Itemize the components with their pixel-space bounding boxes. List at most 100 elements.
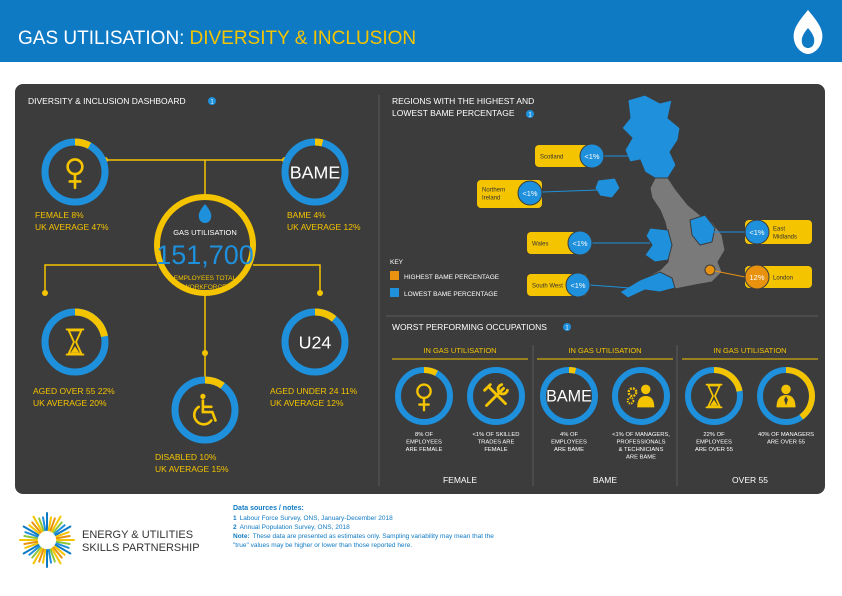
icon-part	[784, 396, 788, 406]
callout-badge	[517, 180, 543, 206]
title-main: GAS UTILISATION:	[18, 28, 184, 49]
icon-part	[626, 396, 635, 405]
callout-value: <1%	[522, 189, 538, 198]
callout-value: <1%	[749, 228, 765, 237]
icon-female	[66, 158, 84, 190]
logo-ray	[22, 525, 40, 536]
callout-region: Northern	[482, 188, 505, 194]
group-heading: IN GAS UTILISATION	[423, 346, 496, 355]
icon-manager	[776, 384, 796, 408]
note-number: 1	[565, 326, 569, 332]
item-caption: EMPLOYEES	[696, 440, 732, 446]
logo-ray	[51, 547, 62, 565]
callout-badge	[565, 272, 591, 298]
ring-bg	[175, 380, 235, 440]
map-leaders	[541, 155, 746, 289]
callout-badge	[567, 230, 593, 256]
callout-region: Wales	[532, 242, 548, 248]
item-caption: ARE FEMALE	[406, 447, 443, 453]
key-swatch	[390, 271, 399, 280]
item-caption: ARE OVER 55	[767, 440, 805, 446]
icon-part	[65, 328, 85, 356]
ring-value	[314, 138, 324, 147]
callout-region: Ireland	[482, 196, 500, 202]
ring-value	[568, 367, 577, 374]
item-caption: <1% OF SKILLED	[473, 432, 520, 438]
logo-ray	[53, 524, 66, 535]
icon-text: BAME	[546, 388, 592, 406]
logo-ray	[23, 540, 39, 545]
logo-ray	[49, 548, 56, 563]
ring-value	[423, 367, 438, 376]
group-label: BAME	[593, 475, 617, 485]
callout-region: South West	[532, 284, 563, 290]
section-title: LOWEST BAME PERCENTAGE	[392, 108, 515, 118]
logo-ray	[23, 535, 39, 540]
icon-part	[781, 384, 791, 395]
icon-female	[416, 383, 432, 412]
note-label: Note:	[233, 533, 250, 540]
logo-ray	[38, 548, 45, 563]
callout-value: 12%	[749, 273, 764, 282]
logo-ray	[54, 544, 72, 555]
section-title: WORST PERFORMING OCCUPATIONS	[392, 322, 547, 332]
note-line: Note: These data are presented as estimat…	[233, 533, 494, 540]
logo-ray	[24, 542, 39, 549]
icon-text: BAME	[290, 162, 341, 182]
source-line: 1 Labour Force Survey, ONS, January-Decem…	[233, 515, 393, 522]
logo-ray	[55, 542, 70, 549]
source-number: 2	[233, 524, 237, 531]
icon-part	[192, 399, 217, 426]
total-ring	[154, 194, 256, 296]
section-title: REGIONS WITH THE HIGHEST AND	[392, 96, 534, 106]
logo-ray	[28, 545, 41, 556]
icon-text: BAME	[290, 162, 341, 182]
logo-ray	[42, 548, 47, 564]
item-caption: ARE OVER 55	[695, 447, 733, 453]
logo-ray	[51, 515, 62, 533]
ring-value	[74, 308, 108, 338]
title-accent: DIVERSITY & INCLUSION	[189, 28, 416, 49]
logo-ray	[42, 516, 47, 532]
item-caption: TRADES ARE	[478, 440, 515, 446]
note-badge	[526, 110, 534, 118]
group-label: FEMALE	[443, 475, 477, 485]
logo-ray	[38, 517, 45, 532]
callout-region: East	[773, 227, 785, 233]
logo-text: SKILLS PARTNERSHIP	[82, 542, 200, 554]
group-label: OVER 55	[732, 475, 768, 485]
ring-bg	[45, 312, 105, 372]
logo-ray	[54, 525, 72, 536]
item-caption: PROFESSIONALS	[617, 440, 666, 446]
logo-ray	[47, 516, 52, 532]
page-title: GAS UTILISATION: DIVERSITY & INCLUSION	[18, 28, 416, 49]
logo-ray	[55, 540, 71, 545]
source-number: 1	[233, 515, 237, 522]
key-swatch	[390, 288, 399, 297]
logo-ray	[31, 546, 42, 559]
icon-wheelchair	[192, 393, 217, 426]
icon-part	[710, 399, 718, 406]
group-heading: IN GAS UTILISATION	[568, 346, 641, 355]
icon-part	[637, 396, 655, 408]
ring-value	[314, 308, 337, 322]
ring-bg	[45, 142, 105, 202]
metric-average: UK AVERAGE 15%	[155, 464, 229, 474]
sources-title: Data sources / notes:	[233, 505, 304, 512]
note-badge	[208, 97, 216, 105]
icon-text: BAME	[546, 388, 592, 406]
icon-part	[627, 387, 638, 398]
metric-average: UK AVERAGE 12%	[270, 398, 344, 408]
item-caption: & TECHNICIANS	[619, 447, 664, 453]
item-caption: 4% OF	[560, 432, 578, 438]
callout-region: London	[773, 276, 793, 282]
item-caption: EMPLOYEES	[551, 440, 587, 446]
icon-part	[705, 383, 723, 409]
note-badge	[563, 323, 571, 331]
item-caption: 40% OF MANAGERS	[758, 432, 814, 438]
metric-label: DISABLED 10%	[155, 452, 217, 462]
icon-part	[70, 346, 80, 353]
total-label: GAS UTILISATION	[173, 228, 237, 237]
icon-part	[483, 383, 509, 407]
